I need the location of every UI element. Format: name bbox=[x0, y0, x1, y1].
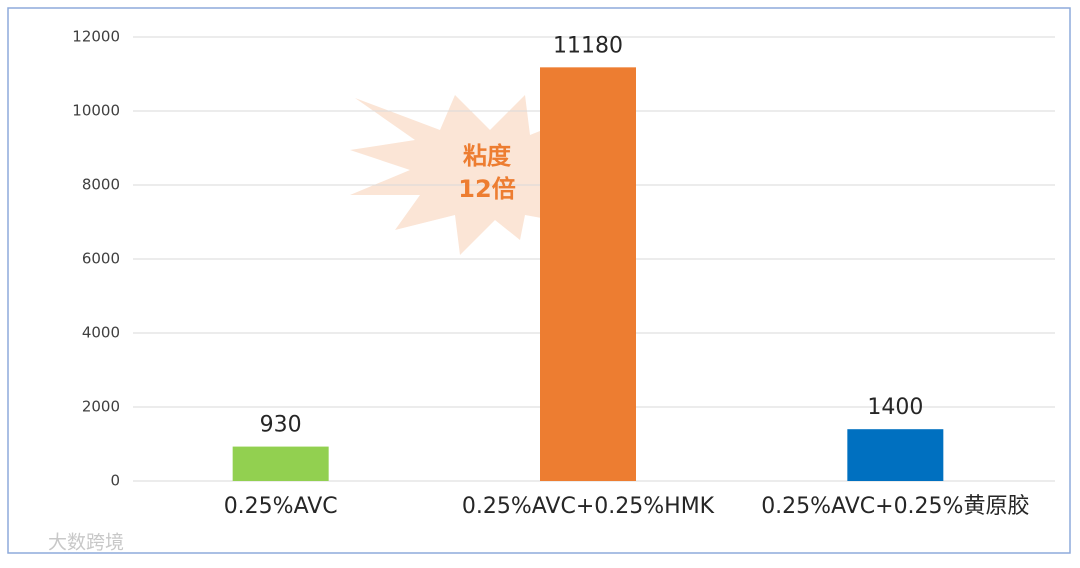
y-tick-label: 12000 bbox=[72, 28, 120, 46]
y-tick-label: 8000 bbox=[82, 176, 120, 194]
annotation: 粘度 bbox=[463, 142, 512, 170]
y-tick-label: 10000 bbox=[72, 102, 120, 120]
y-tick-label: 6000 bbox=[82, 250, 120, 268]
x-tick-label: 0.25%AVC bbox=[224, 494, 338, 519]
bar bbox=[232, 446, 329, 481]
value-label: 11180 bbox=[553, 33, 623, 58]
x-tick-label: 0.25%AVC+0.25%HMK bbox=[462, 494, 715, 519]
bar bbox=[540, 67, 636, 481]
value-label: 930 bbox=[260, 413, 302, 438]
front-layer: 0 2000 4000 6000 8000 10000 12000 0.25%AVC 930 0.… bbox=[72, 28, 1029, 520]
value-label: 1400 bbox=[867, 395, 923, 420]
y-tick-label: 2000 bbox=[82, 398, 120, 416]
y-tick-label: 0 bbox=[110, 472, 120, 490]
x-tick-label: 0.25%AVC+0.25%黄原胶 bbox=[761, 494, 1029, 519]
bar bbox=[847, 429, 944, 481]
watermark: 大数跨境 bbox=[48, 532, 124, 554]
annotation: 12倍 bbox=[458, 175, 515, 203]
y-tick-label: 4000 bbox=[82, 324, 120, 342]
